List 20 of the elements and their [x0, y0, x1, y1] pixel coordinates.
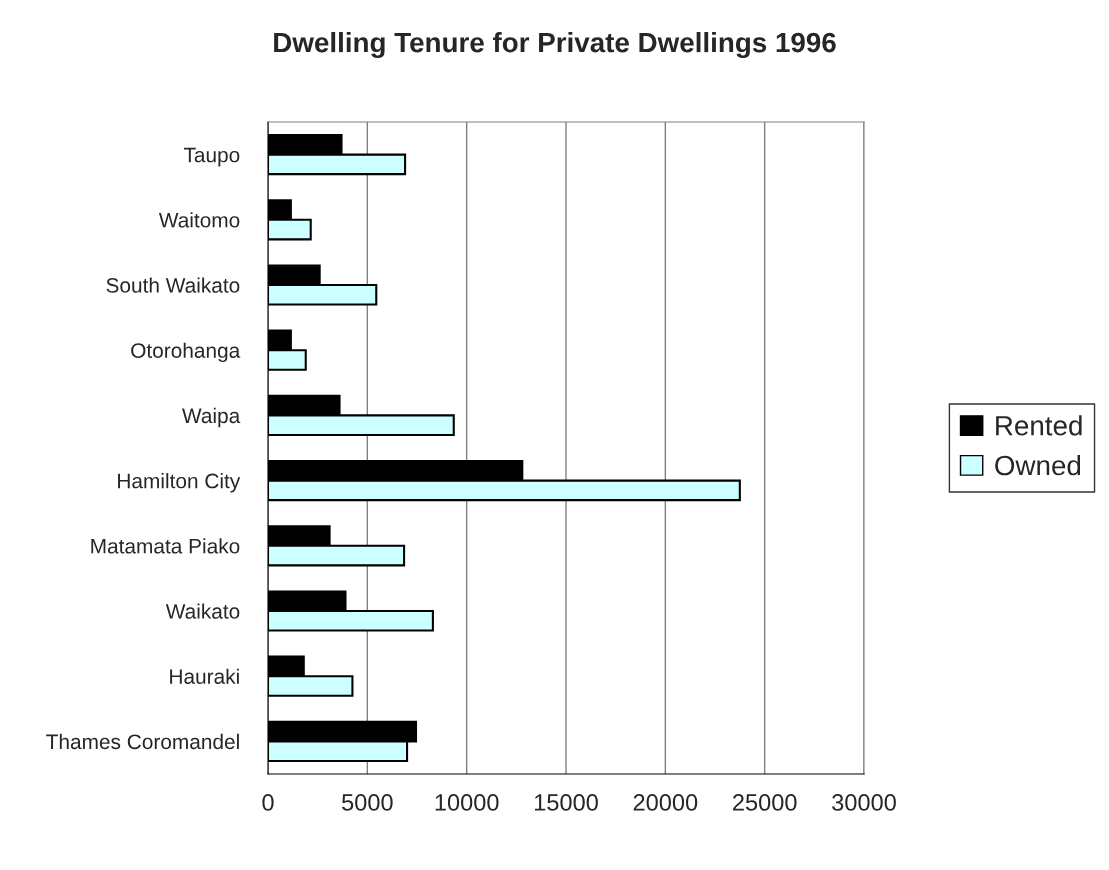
- x-tick-label: 5000: [342, 794, 393, 811]
- y-tick-label: Hamilton City: [118, 473, 241, 493]
- y-tick-label: Thames Coromandel: [46, 733, 239, 750]
- x-tick-label: 20000: [633, 794, 698, 811]
- legend-label: Owned: [995, 454, 1081, 476]
- chart-title: Dwelling Tenure for Private Dwellings 1996: [274, 31, 836, 59]
- x-tick-label: 25000: [733, 794, 797, 811]
- y-tick-label: Otorohanga: [131, 342, 241, 363]
- y-tick-label: Waikato: [165, 603, 240, 619]
- legend-label: Rented: [996, 415, 1082, 436]
- x-tick-label: 0: [262, 794, 274, 811]
- y-tick-label: Waitomo: [158, 212, 240, 228]
- y-tick-label: Matamata Piako: [91, 538, 240, 554]
- x-tick-label: 10000: [435, 794, 499, 811]
- y-tick-label: Hauraki: [170, 668, 239, 684]
- x-tick-label: 30000: [832, 794, 896, 811]
- y-tick-label: Taupo: [183, 147, 240, 167]
- y-tick-label: South Waikato: [106, 277, 240, 293]
- x-tick-label: 15000: [534, 794, 598, 811]
- y-tick-label: Waipa: [182, 407, 241, 428]
